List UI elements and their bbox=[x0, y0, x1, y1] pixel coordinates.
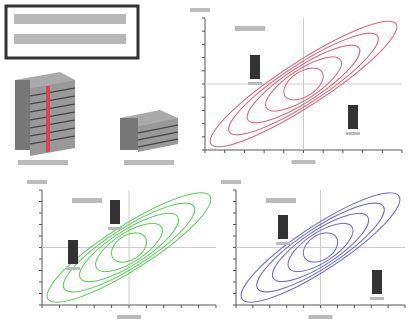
loop bbox=[302, 232, 339, 263]
icon-caption bbox=[276, 242, 290, 245]
loop bbox=[62, 202, 196, 293]
caption-placeholder bbox=[18, 160, 68, 165]
axis-label-placeholder bbox=[27, 180, 47, 184]
loop bbox=[265, 56, 342, 112]
loop bbox=[228, 32, 379, 136]
loop bbox=[271, 212, 370, 283]
axis-label-placeholder bbox=[190, 8, 210, 12]
axis-label-placeholder bbox=[221, 180, 241, 184]
loop bbox=[95, 222, 163, 273]
icon-caption bbox=[346, 132, 360, 135]
axis-label-placeholder bbox=[117, 315, 141, 319]
bearing-icon bbox=[250, 55, 260, 79]
caption-placeholder bbox=[124, 160, 174, 165]
legend-placeholder bbox=[235, 26, 265, 31]
loop bbox=[209, 20, 398, 148]
bearing-icon bbox=[348, 105, 358, 129]
icon-caption bbox=[248, 82, 262, 85]
legend-placeholder bbox=[72, 198, 102, 203]
bearing-icon bbox=[278, 215, 288, 239]
icon-caption bbox=[108, 227, 122, 230]
axis-label-placeholder bbox=[308, 315, 333, 319]
short-bearing bbox=[120, 110, 179, 152]
legend-placeholder bbox=[266, 198, 296, 203]
hysteresis-plot bbox=[221, 180, 406, 319]
label-box bbox=[4, 4, 140, 60]
bearing-icon bbox=[110, 200, 120, 224]
axis-label-placeholder bbox=[291, 160, 316, 164]
loop bbox=[283, 67, 324, 101]
icon-caption bbox=[370, 297, 384, 300]
label-box-text bbox=[14, 14, 126, 44]
loop bbox=[110, 232, 148, 263]
bearing-icon bbox=[372, 270, 382, 294]
loop bbox=[287, 222, 354, 273]
icon-caption bbox=[66, 267, 80, 270]
loop bbox=[79, 212, 179, 283]
loop bbox=[240, 192, 401, 303]
tall-bearing bbox=[15, 72, 76, 156]
hysteresis-plot bbox=[190, 8, 403, 164]
loop bbox=[246, 44, 361, 124]
hysteresis-plot bbox=[27, 180, 217, 319]
bearing-icon bbox=[68, 240, 78, 264]
loop bbox=[256, 202, 385, 293]
